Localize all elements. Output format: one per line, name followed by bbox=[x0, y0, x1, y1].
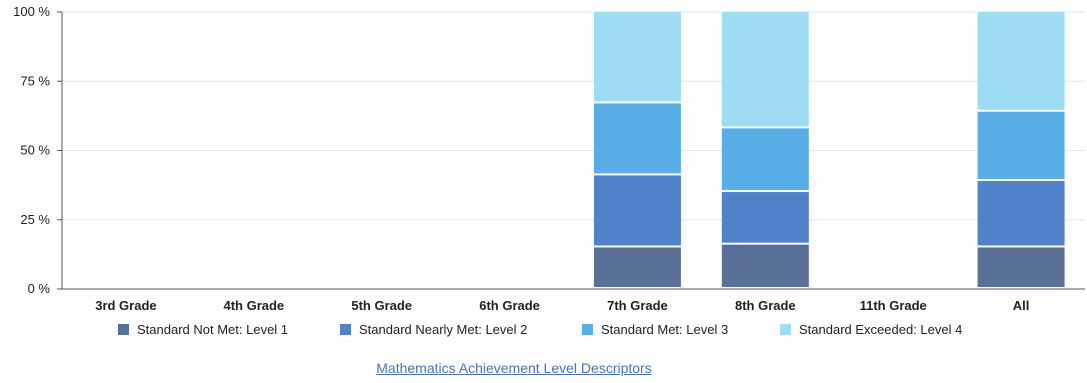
y-tick-label: 0 % bbox=[28, 281, 51, 296]
bar-segment bbox=[977, 180, 1065, 246]
legend-label: Standard Exceeded: Level 4 bbox=[799, 322, 963, 337]
achievement-level-descriptors-link[interactable]: Mathematics Achievement Level Descriptor… bbox=[376, 360, 652, 376]
legend-swatch bbox=[780, 324, 791, 335]
x-tick-label: 4th Grade bbox=[223, 298, 284, 313]
bar-segment bbox=[593, 12, 681, 102]
y-tick-label: 25 % bbox=[20, 212, 50, 227]
x-tick-label: 6th Grade bbox=[479, 298, 540, 313]
x-tick-label: 7th Grade bbox=[607, 298, 668, 313]
x-axis: 3rd Grade 4th Grade 5th Grade 6th Grade 7th … bbox=[62, 288, 1085, 313]
bar-segment bbox=[721, 12, 809, 127]
bar-segment bbox=[721, 128, 809, 191]
legend: Standard Not Met: Level 1 Standard Nearly… bbox=[0, 322, 1087, 346]
legend-item: Standard Nearly Met: Level 2 bbox=[340, 322, 527, 337]
x-tick-label: 3rd Grade bbox=[95, 298, 156, 313]
bars bbox=[593, 12, 1065, 287]
x-tick-label: 11th Grade bbox=[860, 298, 927, 313]
legend-item: Standard Met: Level 3 bbox=[582, 322, 728, 337]
bar-segment bbox=[593, 175, 681, 246]
legend-item: Standard Exceeded: Level 4 bbox=[780, 322, 962, 337]
gridlines bbox=[62, 11, 1085, 221]
x-tick-label: 5th Grade bbox=[351, 298, 412, 313]
legend-item: Standard Not Met: Level 1 bbox=[118, 322, 288, 337]
y-tick-label: 50 % bbox=[20, 143, 50, 158]
legend-label: Standard Not Met: Level 1 bbox=[137, 322, 289, 337]
legend-label: Standard Nearly Met: Level 2 bbox=[359, 322, 528, 337]
bar-segment bbox=[593, 247, 681, 287]
stacked-bar-chart: 0 % 25 % 50 % 75 % 100 % 3rd Grade 4th Grade 5… bbox=[13, 4, 1085, 313]
legend-swatch bbox=[582, 324, 593, 335]
bar-segment bbox=[721, 244, 809, 287]
x-tick-label: 8th Grade bbox=[735, 298, 796, 313]
bar-segment bbox=[593, 103, 681, 174]
bar-segment bbox=[977, 111, 1065, 179]
x-tick-label: All bbox=[1013, 298, 1030, 313]
legend-label: Standard Met: Level 3 bbox=[601, 322, 729, 337]
bar-segment bbox=[977, 247, 1065, 287]
bar-segment bbox=[721, 192, 809, 243]
legend-swatch bbox=[118, 324, 129, 335]
y-tick-label: 75 % bbox=[20, 73, 50, 88]
bar-segment bbox=[977, 12, 1065, 110]
legend-swatch bbox=[340, 324, 351, 335]
y-axis: 0 % 25 % 50 % 75 % 100 % bbox=[13, 4, 63, 296]
y-tick-label: 100 % bbox=[13, 4, 50, 19]
